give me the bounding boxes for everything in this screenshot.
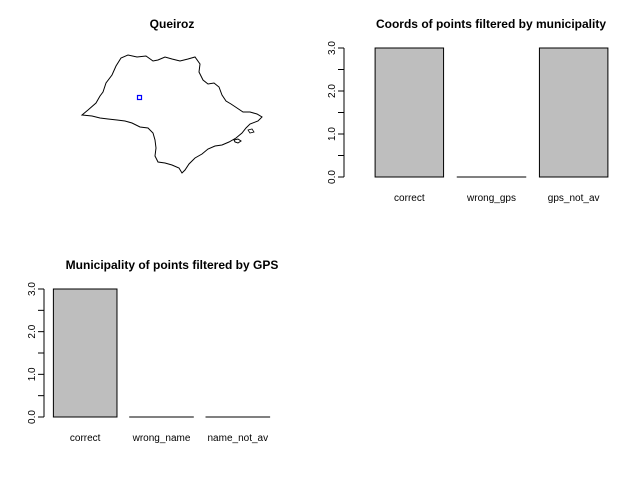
queiroz-municipality-marker (136, 94, 143, 101)
x-tick-label: gps_not_av (548, 193, 600, 204)
x-tick-label: correct (394, 193, 425, 204)
y-tick-label: 2.0 (27, 324, 38, 338)
chart-coords-filtered-by-municipality: Coords of points filtered by municipalit… (327, 17, 609, 204)
y-tick-label: 2.0 (327, 84, 338, 98)
x-tick-label: correct (70, 433, 101, 444)
y-tick-label: 3.0 (27, 282, 38, 296)
sao-paulo-state-outline (80, 54, 263, 174)
chart-title: Municipality of points filtered by GPS (66, 258, 279, 272)
map-title: Queiroz (150, 17, 195, 31)
coast-island-small (247, 128, 255, 134)
x-tick-label: wrong_name (132, 433, 191, 444)
coast-island (233, 138, 242, 144)
bar (374, 47, 445, 178)
chart-title: Coords of points filtered by municipalit… (376, 17, 606, 31)
bar (538, 47, 609, 178)
x-tick-label: wrong_gps (466, 193, 516, 204)
chart-municipality-filtered-by-gps: Municipality of points filtered by GPS c… (27, 258, 278, 444)
y-tick-label: 1.0 (27, 367, 38, 381)
x-tick-label: name_not_av (208, 433, 269, 444)
map-panel: Queiroz (80, 17, 263, 174)
y-tick-label: 0.0 (27, 410, 38, 424)
y-tick-label: 3.0 (327, 41, 338, 55)
y-tick-label: 1.0 (327, 127, 338, 141)
bar (52, 288, 118, 418)
y-tick-label: 0.0 (327, 170, 338, 184)
